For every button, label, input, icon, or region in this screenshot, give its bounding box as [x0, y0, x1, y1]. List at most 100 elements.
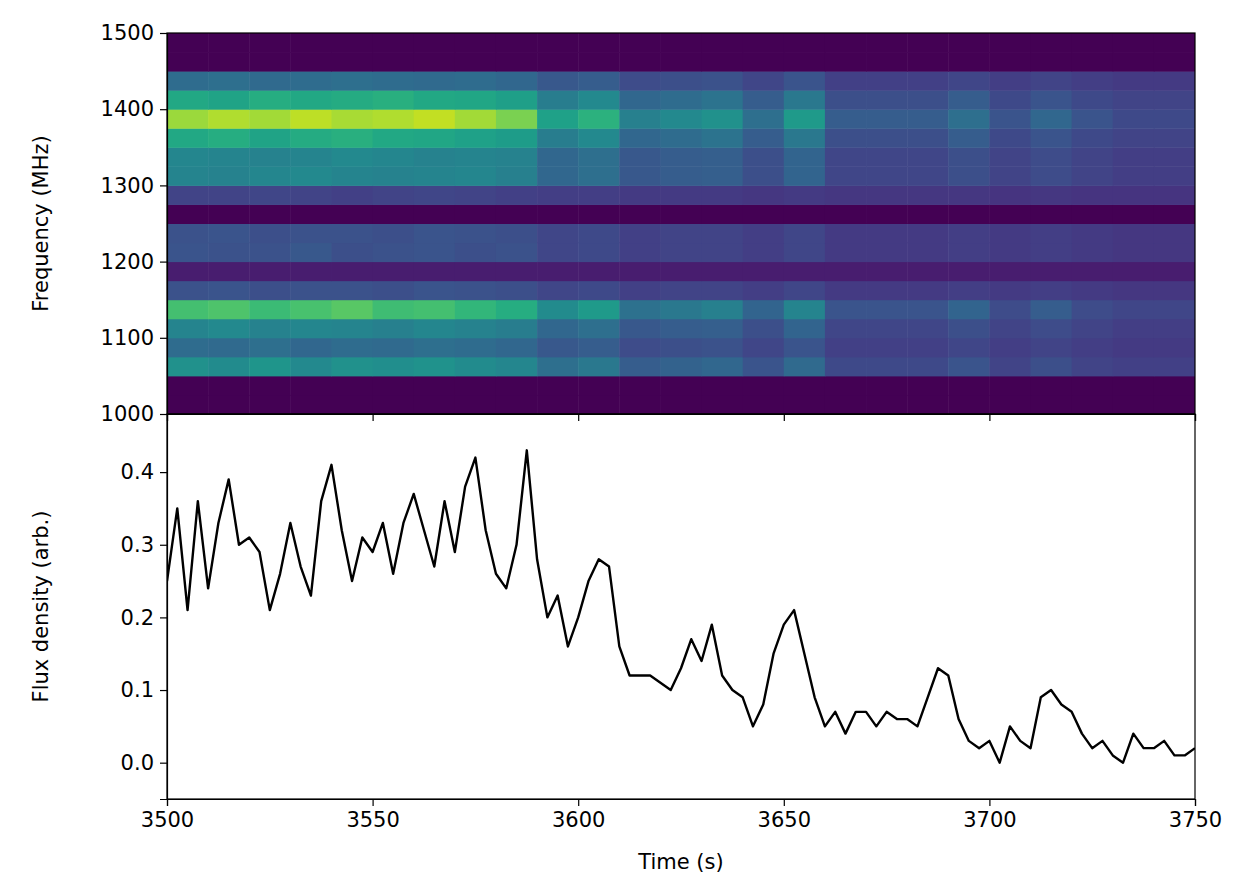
heatmap-cell [743, 395, 785, 414]
heatmap-cell [907, 109, 949, 129]
axis-title: Time (s) [637, 850, 723, 874]
tick-mark [1195, 799, 1196, 806]
heatmap-cell [290, 338, 332, 358]
heatmap-cell [167, 52, 209, 72]
heatmap-cell [208, 185, 250, 205]
heatmap-cell [989, 224, 1031, 244]
heatmap-cell [167, 338, 209, 358]
heatmap-cell [455, 243, 497, 263]
heatmap-cell [1031, 52, 1073, 72]
heatmap-cell [989, 376, 1031, 396]
heatmap-cell [331, 357, 373, 377]
heatmap-cell [866, 300, 908, 320]
heatmap-cell [414, 395, 456, 414]
heatmap-cell [743, 147, 785, 167]
heatmap-cell [1072, 90, 1114, 110]
heatmap-cell [578, 71, 620, 91]
heatmap-cell [414, 243, 456, 263]
heatmap-cell [414, 166, 456, 186]
heatmap-cell [1072, 243, 1114, 263]
tick-label: 0.2 [121, 606, 154, 630]
heatmap-cell [578, 52, 620, 72]
tick-mark [784, 799, 785, 806]
heatmap-cell [1031, 376, 1073, 396]
heatmap-cell [866, 281, 908, 301]
heatmap-cell [743, 128, 785, 148]
tick-label: 3750 [1169, 808, 1222, 832]
heatmap-cell [1072, 319, 1114, 339]
tick-label: 1200 [101, 250, 154, 274]
heatmap-cell [702, 71, 744, 91]
heatmap-cell [167, 281, 209, 301]
tick: 0.3 [121, 533, 167, 557]
heatmap-cell [537, 166, 579, 186]
heatmap-cell [1113, 185, 1155, 205]
heatmap-cell [537, 90, 579, 110]
heatmap-cell [208, 395, 250, 414]
heatmap-cell [702, 300, 744, 320]
heatmap-cell [825, 109, 867, 129]
heatmap-cell [989, 338, 1031, 358]
heatmap-cell [1031, 71, 1073, 91]
heatmap-cell [167, 185, 209, 205]
heatmap-cell [290, 204, 332, 224]
heatmap-cell [167, 166, 209, 186]
heatmap-cell [743, 338, 785, 358]
heatmap-cell [619, 147, 661, 167]
heatmap-cell [619, 33, 661, 53]
x-axis: 350035503600365037003750 [141, 799, 1222, 832]
heatmap-cell [907, 33, 949, 53]
heatmap-cell [496, 395, 538, 414]
heatmap-cell [825, 357, 867, 377]
heatmap-cell [537, 376, 579, 396]
heatmap-cell [290, 109, 332, 129]
heatmap-cell [1031, 319, 1073, 339]
heatmap-cell [1031, 147, 1073, 167]
heatmap-cell [1154, 185, 1195, 205]
heatmap-cell [331, 204, 373, 224]
x-axis [168, 414, 1196, 421]
tick-label: 0.1 [121, 678, 154, 702]
heatmap-cell [414, 319, 456, 339]
heatmap-cell [455, 395, 497, 414]
heatmap-cell [496, 376, 538, 396]
heatmap-cell [743, 224, 785, 244]
heatmap-cell [414, 109, 456, 129]
heatmap-cell [455, 109, 497, 129]
heatmap-cell [455, 147, 497, 167]
heatmap-cell [866, 224, 908, 244]
heatmap-cell [331, 147, 373, 167]
heatmap-cell [1113, 109, 1155, 129]
heatmap-cell [578, 128, 620, 148]
tick-mark [160, 109, 167, 110]
heatmap-cell [414, 281, 456, 301]
heatmap-cell [702, 338, 744, 358]
axis-line [160, 34, 168, 415]
heatmap-cell [373, 224, 415, 244]
heatmap-cell [1154, 262, 1195, 282]
heatmap-cell [537, 224, 579, 244]
heatmap-cell [373, 262, 415, 282]
heatmap-cell [537, 243, 579, 263]
heatmap-cell [1113, 357, 1155, 377]
heatmap-cell [989, 262, 1031, 282]
heatmap-cell [784, 109, 826, 129]
heatmap-cell [948, 357, 990, 377]
plot-frame [167, 414, 1195, 799]
heatmap-cell [1072, 71, 1114, 91]
heatmap-cell [660, 319, 702, 339]
heatmap-cell [249, 357, 291, 377]
heatmap-cell [1031, 204, 1073, 224]
heatmap-cell [989, 281, 1031, 301]
heatmap-cell [825, 33, 867, 53]
heatmap-cell [907, 204, 949, 224]
heatmap-cell [619, 319, 661, 339]
heatmap-cell [208, 90, 250, 110]
heatmap-cell [702, 243, 744, 263]
tick: 3750 [1169, 799, 1222, 832]
heatmap-cell [866, 395, 908, 414]
heatmap-cell [290, 243, 332, 263]
tick-label: 3500 [141, 808, 194, 832]
heatmap-cell [948, 395, 990, 414]
heatmap-cell [1113, 90, 1155, 110]
